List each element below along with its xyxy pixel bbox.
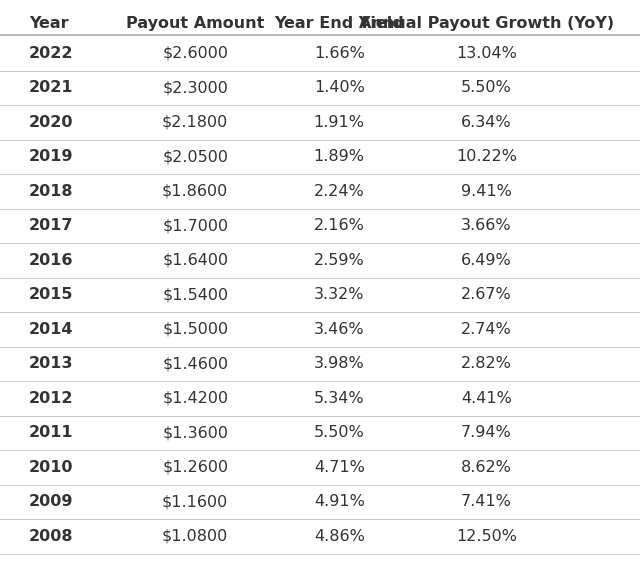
Text: 2021: 2021 <box>29 80 74 95</box>
Text: $1.5000: $1.5000 <box>162 322 228 337</box>
Text: 4.91%: 4.91% <box>314 494 365 509</box>
Text: 2020: 2020 <box>29 115 74 130</box>
Text: 2022: 2022 <box>29 46 74 61</box>
Text: $2.3000: $2.3000 <box>163 80 228 95</box>
Text: $2.6000: $2.6000 <box>162 46 228 61</box>
Text: 12.50%: 12.50% <box>456 529 517 544</box>
Text: 2011: 2011 <box>29 425 74 440</box>
Text: 2019: 2019 <box>29 149 74 164</box>
Text: $1.2600: $1.2600 <box>162 460 228 475</box>
Text: $1.4200: $1.4200 <box>162 391 228 406</box>
Text: Year: Year <box>29 16 68 31</box>
Text: 2016: 2016 <box>29 253 74 267</box>
Text: 2.59%: 2.59% <box>314 253 365 267</box>
Text: Year End Yield: Year End Yield <box>275 16 404 31</box>
Text: 1.40%: 1.40% <box>314 80 365 95</box>
Text: $2.0500: $2.0500 <box>162 149 228 164</box>
Text: 4.86%: 4.86% <box>314 529 365 544</box>
Text: 2.67%: 2.67% <box>461 287 512 302</box>
Text: 3.32%: 3.32% <box>314 287 364 302</box>
Text: 2.82%: 2.82% <box>461 356 512 371</box>
Text: 8.62%: 8.62% <box>461 460 512 475</box>
Text: $1.5400: $1.5400 <box>162 287 228 302</box>
Text: 2.74%: 2.74% <box>461 322 512 337</box>
Text: 1.66%: 1.66% <box>314 46 365 61</box>
Text: 4.41%: 4.41% <box>461 391 512 406</box>
Text: $1.3600: $1.3600 <box>162 425 228 440</box>
Text: 1.89%: 1.89% <box>314 149 365 164</box>
Text: 10.22%: 10.22% <box>456 149 517 164</box>
Text: 7.41%: 7.41% <box>461 494 512 509</box>
Text: 2.16%: 2.16% <box>314 218 365 233</box>
Text: 9.41%: 9.41% <box>461 184 512 199</box>
Text: $1.8600: $1.8600 <box>162 184 228 199</box>
Text: 4.71%: 4.71% <box>314 460 365 475</box>
Text: 2008: 2008 <box>29 529 74 544</box>
Text: 5.50%: 5.50% <box>461 80 512 95</box>
Text: 6.34%: 6.34% <box>461 115 512 130</box>
Text: 13.04%: 13.04% <box>456 46 517 61</box>
Text: 7.94%: 7.94% <box>461 425 512 440</box>
Text: 2010: 2010 <box>29 460 74 475</box>
Text: 5.50%: 5.50% <box>314 425 365 440</box>
Text: Payout Amount: Payout Amount <box>126 16 264 31</box>
Text: $1.7000: $1.7000 <box>162 218 228 233</box>
Text: 3.98%: 3.98% <box>314 356 365 371</box>
Text: 6.49%: 6.49% <box>461 253 512 267</box>
Text: Annual Payout Growth (YoY): Annual Payout Growth (YoY) <box>359 16 614 31</box>
Text: $2.1800: $2.1800 <box>162 115 228 130</box>
Text: $1.4600: $1.4600 <box>162 356 228 371</box>
Text: 2012: 2012 <box>29 391 74 406</box>
Text: 3.66%: 3.66% <box>461 218 512 233</box>
Text: 2014: 2014 <box>29 322 74 337</box>
Text: 2.24%: 2.24% <box>314 184 365 199</box>
Text: 2018: 2018 <box>29 184 74 199</box>
Text: 5.34%: 5.34% <box>314 391 365 406</box>
Text: $1.1600: $1.1600 <box>162 494 228 509</box>
Text: 1.91%: 1.91% <box>314 115 365 130</box>
Text: $1.6400: $1.6400 <box>162 253 228 267</box>
Text: 3.46%: 3.46% <box>314 322 365 337</box>
Text: $1.0800: $1.0800 <box>162 529 228 544</box>
Text: 2015: 2015 <box>29 287 74 302</box>
Text: 2017: 2017 <box>29 218 74 233</box>
Text: 2013: 2013 <box>29 356 74 371</box>
Text: 2009: 2009 <box>29 494 74 509</box>
